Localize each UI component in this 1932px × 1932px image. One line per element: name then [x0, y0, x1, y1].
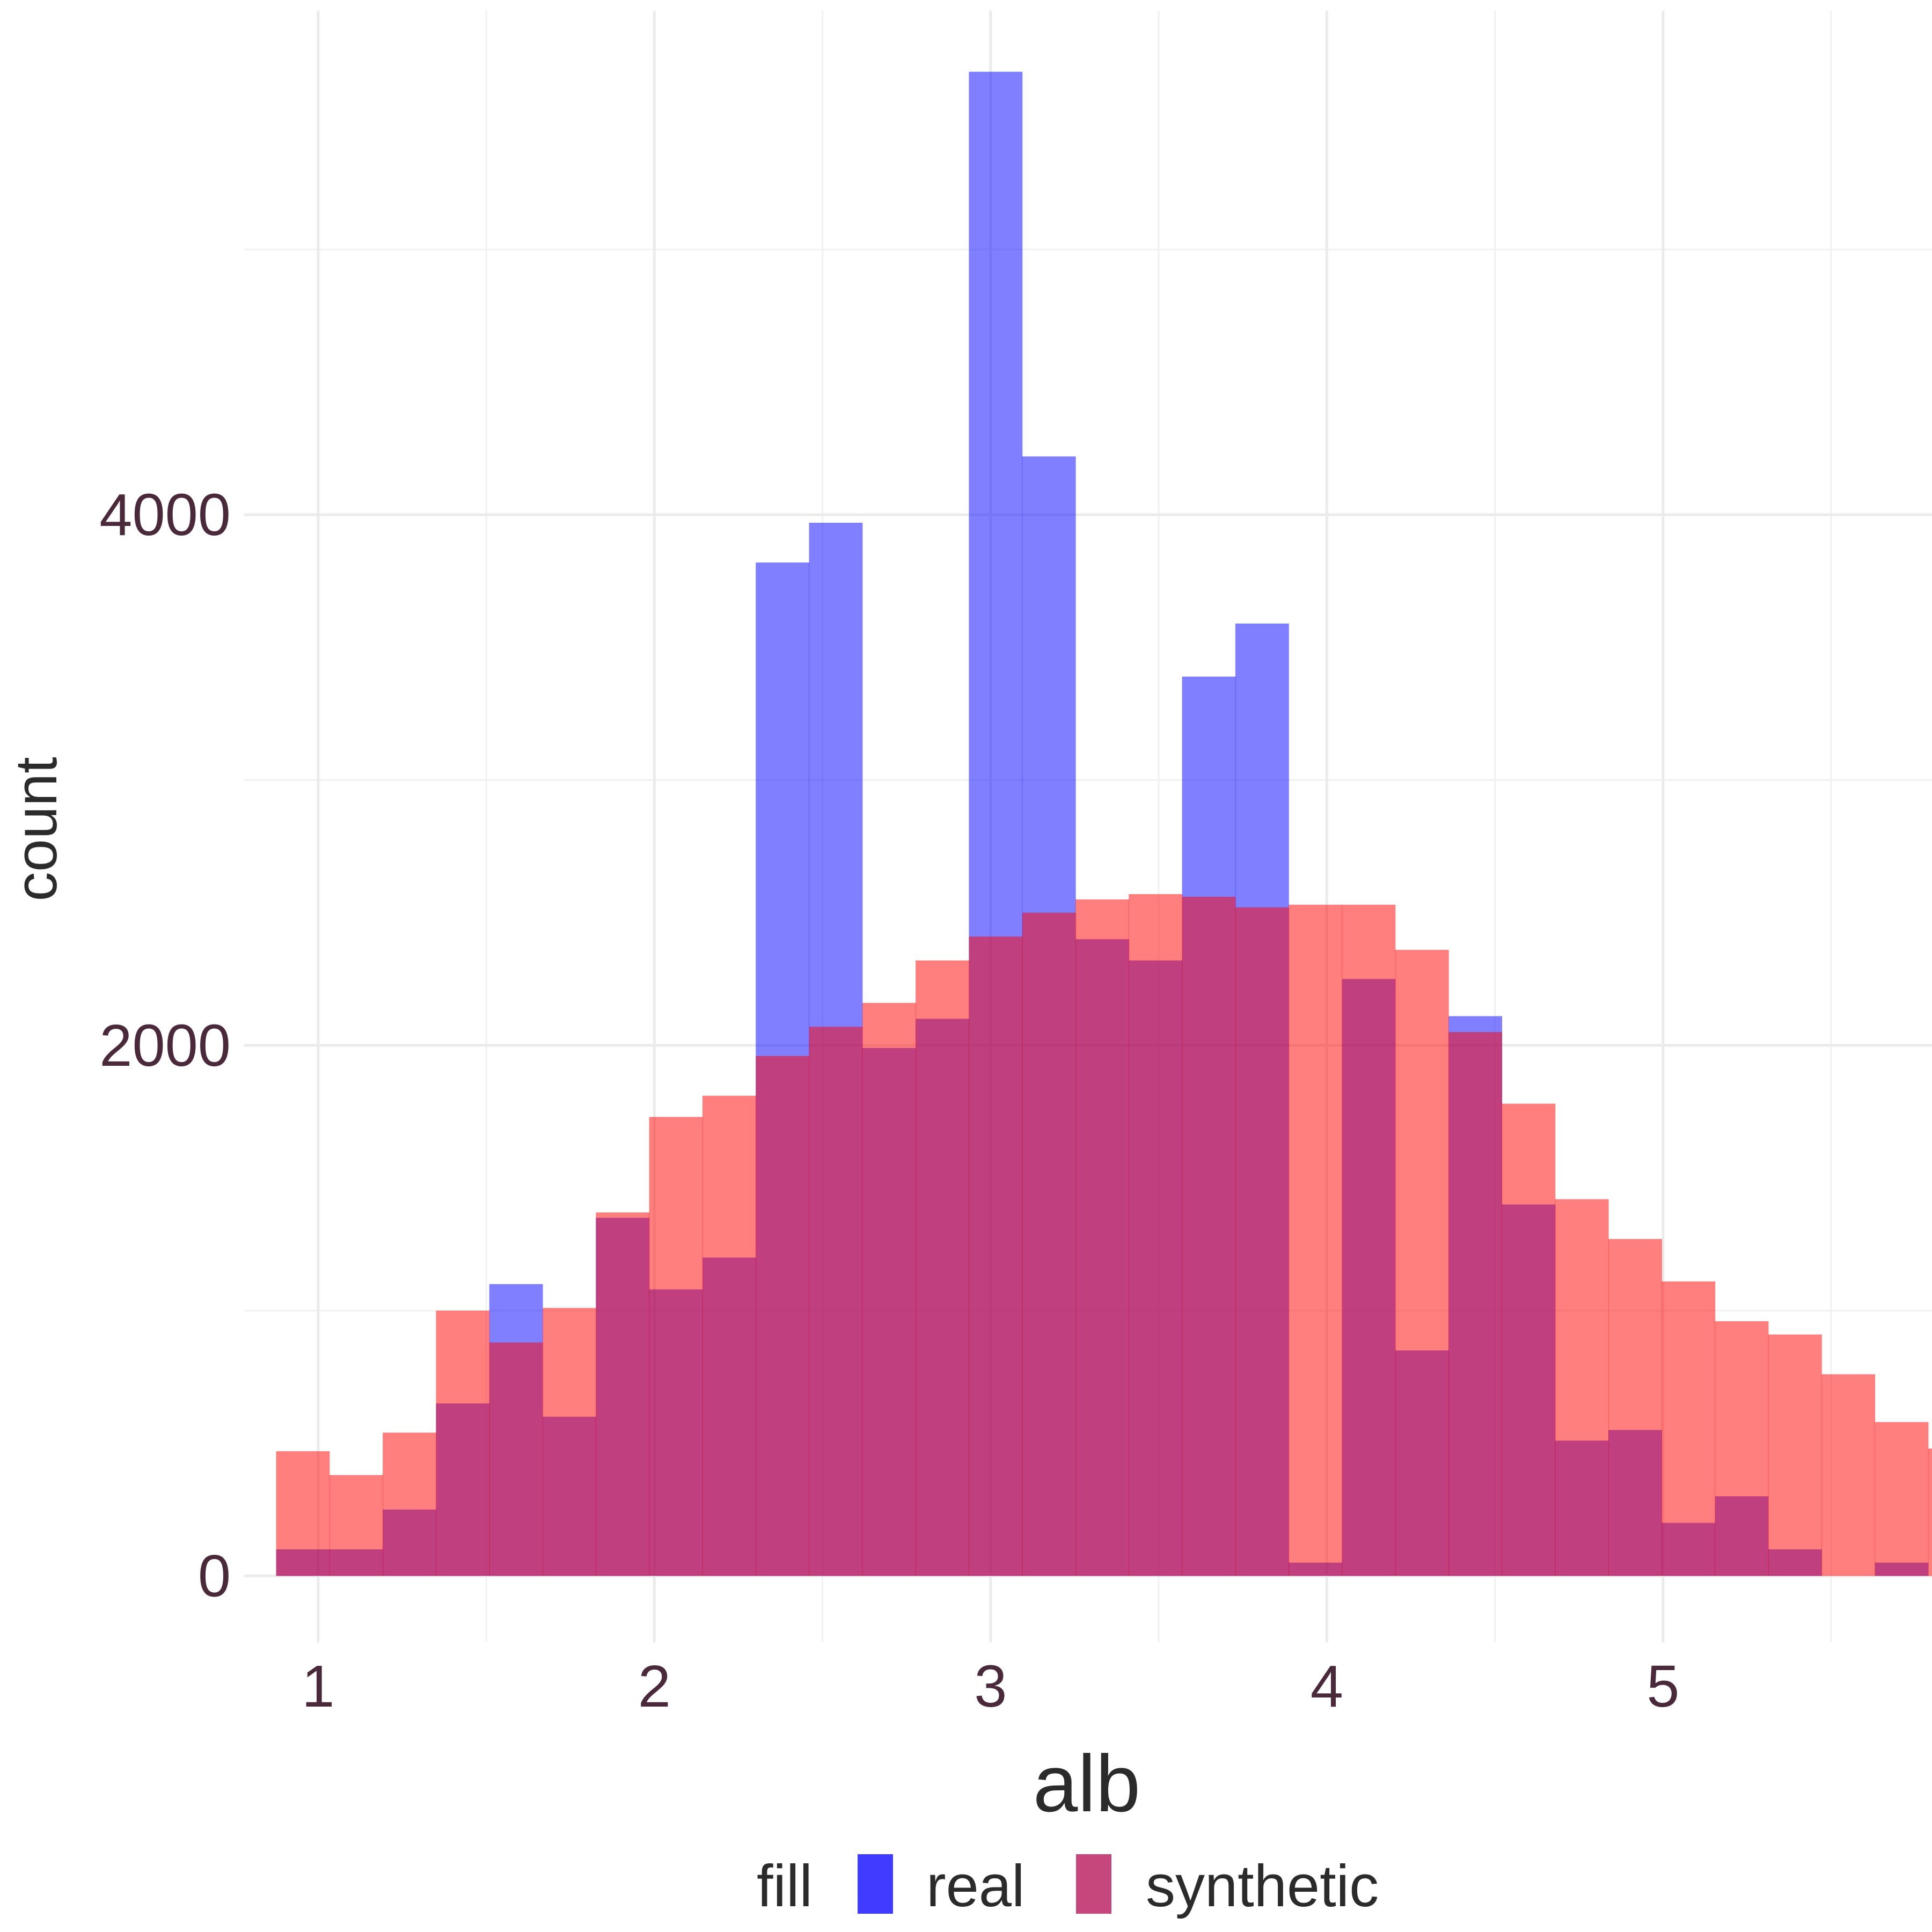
bar-synthetic: [596, 1212, 650, 1576]
x-tick-label: 4: [1311, 1653, 1343, 1719]
bar-synthetic: [1502, 1103, 1556, 1576]
bar-synthetic: [1235, 907, 1289, 1576]
y-tick-label: 4000: [99, 482, 231, 548]
bar-synthetic: [1182, 896, 1236, 1576]
bar-synthetic: [1129, 894, 1183, 1576]
bar-synthetic: [1768, 1334, 1822, 1576]
legend: fill real synthetic: [757, 1853, 1379, 1919]
bar-synthetic: [1662, 1281, 1716, 1576]
x-tick-label: 2: [638, 1653, 671, 1719]
legend-title: fill: [757, 1853, 813, 1919]
bar-synthetic: [1075, 899, 1129, 1576]
bar-synthetic: [329, 1475, 383, 1576]
bar-synthetic: [436, 1311, 490, 1576]
legend-swatch-real: [858, 1854, 893, 1914]
bar-synthetic: [1289, 904, 1343, 1576]
legend-swatch-synthetic: [1076, 1854, 1111, 1914]
bar-synthetic: [1342, 904, 1396, 1576]
x-tick-label: 3: [974, 1653, 1007, 1719]
bar-synthetic: [862, 1002, 916, 1576]
bar-synthetic: [1821, 1374, 1876, 1576]
axes: 1 2 3 4 5 0 2000 4000: [99, 482, 1679, 1719]
bar-synthetic: [756, 1056, 810, 1576]
bars: [276, 71, 1932, 1576]
bar-synthetic: [1022, 912, 1076, 1576]
bar-synthetic: [1395, 949, 1449, 1576]
bar-synthetic: [969, 936, 1023, 1576]
bar-synthetic: [1875, 1422, 1929, 1576]
y-tick-label: 2000: [99, 1013, 231, 1079]
y-axis-title: count: [3, 757, 69, 901]
legend-label-real: real: [926, 1853, 1024, 1919]
bar-synthetic: [1448, 1032, 1503, 1576]
bar-synthetic: [543, 1308, 596, 1576]
bar-synthetic: [1608, 1239, 1662, 1576]
bar-synthetic: [809, 1027, 863, 1576]
bar-synthetic: [649, 1117, 703, 1576]
bar-synthetic: [276, 1451, 330, 1576]
legend-label-synthetic: synthetic: [1146, 1853, 1379, 1919]
bar-synthetic: [1928, 1448, 1932, 1576]
bar-synthetic: [916, 960, 970, 1576]
x-tick-label: 1: [302, 1653, 334, 1719]
bar-synthetic: [1715, 1321, 1769, 1576]
x-axis-title: alb: [1033, 1738, 1140, 1828]
bar-synthetic: [702, 1095, 756, 1576]
x-tick-label: 5: [1646, 1653, 1679, 1719]
bar-synthetic: [383, 1432, 437, 1576]
bar-synthetic: [489, 1342, 543, 1576]
bar-synthetic: [1555, 1199, 1609, 1576]
y-tick-label: 0: [198, 1543, 231, 1609]
